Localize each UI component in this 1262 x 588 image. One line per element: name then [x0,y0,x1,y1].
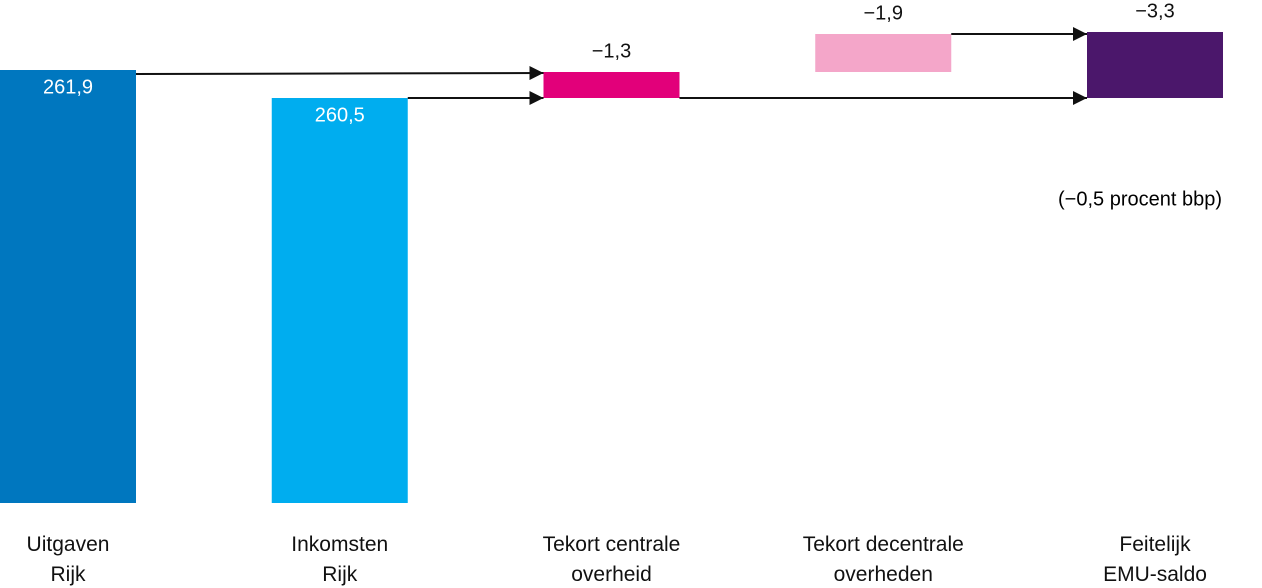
value-label: −1,3 [592,40,631,62]
value-label: −3,3 [1135,0,1174,22]
value-label: 260,5 [315,104,365,126]
category-label: Inkomsten Rijk [291,533,389,586]
bar [1087,32,1223,98]
category-label: Uitgaven Rijk [26,533,110,586]
category-label: Feitelijk EMU-saldo [1103,533,1207,586]
category-label: Tekort centrale overheid [542,533,681,586]
bar [271,98,408,503]
bar [815,34,952,72]
bar [0,70,136,503]
connector-arrow [135,66,544,81]
annotation: (−0,5 procent bbp) [1058,188,1222,210]
category-label: Tekort decentrale overheden [802,533,964,586]
bar [543,72,680,98]
value-label: −1,9 [864,2,903,24]
value-label: 261,9 [43,76,93,98]
